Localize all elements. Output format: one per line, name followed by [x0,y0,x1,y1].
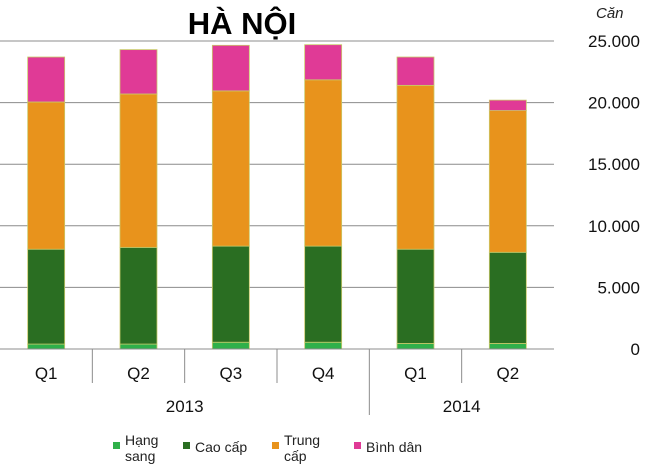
bar-segment [211,90,250,247]
bar-segment [488,99,527,112]
x-axis-labels: Q1 Q2 Q3 Q4 Q1 Q2 2013 2014 [35,364,519,416]
y-tick-label: 25.000 [588,32,640,51]
bar-segment [211,44,250,92]
y-axis: 0 5.000 10.000 15.000 20.000 25.000 [588,32,640,359]
bar-segment [304,341,343,350]
bar-segment [211,245,250,343]
y-tick-label: 15.000 [588,155,640,174]
y-tick-label: 5.000 [597,278,640,297]
legend-label-line: cấp [284,448,307,464]
x-tick-label: Q2 [127,364,150,383]
bar-segment [27,101,66,250]
legend-label-line: sang [125,448,155,464]
bar-segment [396,343,435,350]
x-tick-label: Q1 [35,364,58,383]
x-tick-label: Q3 [219,364,242,383]
legend-swatch [113,442,120,449]
bar-segment [119,49,158,95]
bar-segment [304,79,343,247]
bar-segment [304,245,343,343]
bar-segment [304,44,343,81]
bar-segment [396,84,435,250]
bar-segment [396,248,435,344]
legend-entry: Bình dân [366,439,422,455]
y-tick-label: 10.000 [588,217,640,236]
bar-segment [488,343,527,350]
legend-label-line: Cao cấp [195,439,247,455]
bar-segment [396,56,435,86]
legend-label-line: Trung [284,432,320,448]
legend-label-line: Bình dân [366,439,422,455]
grid-lines [0,40,554,288]
bar-segment [27,56,66,103]
legend-entry: Hạng sang [125,432,158,464]
bar-segment [27,343,66,350]
x-axis [0,348,554,415]
bar-segment [27,248,66,345]
legend: Hạng sang Cao cấp Trung cấp Bình dân [113,432,422,464]
y-tick-label: 0 [631,340,640,359]
bar-segment [119,93,158,248]
y-tick-label: 20.000 [588,94,640,113]
bar-segment [211,341,250,350]
legend-entry: Cao cấp [195,439,247,455]
unit-label: Căn [596,5,624,22]
year-label: 2014 [443,397,481,416]
legend-swatch [354,442,361,449]
bars [27,44,527,350]
legend-swatch [272,442,279,449]
bar-segment [488,251,527,344]
bar-segment [119,246,158,345]
legend-swatch [183,442,190,449]
x-tick-label: Q1 [404,364,427,383]
chart-title: HÀ NỘI [188,5,297,41]
x-tick-label: Q2 [496,364,519,383]
year-label: 2013 [166,397,204,416]
x-tick-label: Q4 [312,364,335,383]
bar-segment [488,110,527,253]
bar-segment [119,343,158,350]
legend-label-line: Hạng [125,432,158,448]
legend-entry: Trung cấp [284,432,320,464]
